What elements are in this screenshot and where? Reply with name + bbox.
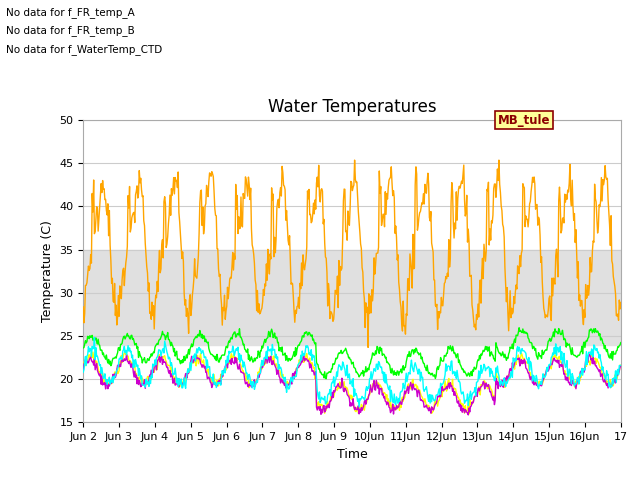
Title: Water Temperatures: Water Temperatures (268, 97, 436, 116)
Text: No data for f_WaterTemp_CTD: No data for f_WaterTemp_CTD (6, 44, 163, 55)
Bar (83, 250, 621, 345)
Text: MB_tule: MB_tule (498, 113, 550, 127)
Text: No data for f_FR_temp_B: No data for f_FR_temp_B (6, 25, 135, 36)
Text: No data for f_FR_temp_A: No data for f_FR_temp_A (6, 7, 135, 18)
Y-axis label: Temperature (C): Temperature (C) (41, 220, 54, 322)
X-axis label: Time: Time (337, 448, 367, 461)
